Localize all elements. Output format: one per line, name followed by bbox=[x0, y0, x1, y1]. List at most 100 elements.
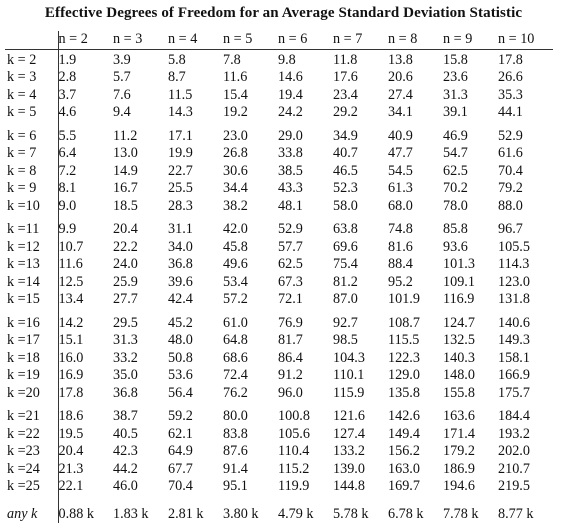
row-label: k =13 bbox=[5, 256, 58, 274]
row-label: k =22 bbox=[5, 426, 58, 444]
table-cell: 149.4 bbox=[388, 426, 443, 444]
table-cell: 202.0 bbox=[498, 443, 553, 461]
table-cell: 12.5 bbox=[58, 274, 113, 292]
table-cell: 8.7 bbox=[168, 69, 223, 87]
header-row: n = 2 n = 3 n = 4 n = 5 n = 6 n = 7 n = … bbox=[5, 31, 553, 49]
table-cell: 144.8 bbox=[333, 478, 388, 496]
table-cell: 29.0 bbox=[278, 122, 333, 146]
table-cell: 133.2 bbox=[333, 443, 388, 461]
table-cell: 26.8 bbox=[223, 145, 278, 163]
table-cell: 9.8 bbox=[278, 49, 333, 69]
row-label: k =12 bbox=[5, 239, 58, 257]
table-cell: 38.7 bbox=[113, 402, 168, 426]
table-cell: 4.79 k bbox=[278, 496, 333, 523]
table-cell: 115.5 bbox=[388, 332, 443, 350]
row-label: k =23 bbox=[5, 443, 58, 461]
table-cell: 92.7 bbox=[333, 309, 388, 333]
table-cell: 93.6 bbox=[443, 239, 498, 257]
table-cell: 27.7 bbox=[113, 291, 168, 309]
table-cell: 23.0 bbox=[223, 122, 278, 146]
table-cell: 104.3 bbox=[333, 350, 388, 368]
table-cell: 140.6 bbox=[498, 309, 553, 333]
table-cell: 91.2 bbox=[278, 367, 333, 385]
table-cell: 78.0 bbox=[443, 198, 498, 216]
table-cell: 46.9 bbox=[443, 122, 498, 146]
table-cell: 171.4 bbox=[443, 426, 498, 444]
table-cell: 45.2 bbox=[168, 309, 223, 333]
table-cell: 13.4 bbox=[58, 291, 113, 309]
table-cell: 70.4 bbox=[498, 163, 553, 181]
row-label: k = 9 bbox=[5, 180, 58, 198]
table-cell: 87.6 bbox=[223, 443, 278, 461]
table-cell: 69.6 bbox=[333, 239, 388, 257]
table-cell: 39.6 bbox=[168, 274, 223, 292]
table-cell: 25.9 bbox=[113, 274, 168, 292]
table-cell: 163.0 bbox=[388, 461, 443, 479]
table-cell: 81.2 bbox=[333, 274, 388, 292]
column-header: n = 6 bbox=[278, 31, 333, 49]
table-cell: 101.3 bbox=[443, 256, 498, 274]
table-cell: 31.3 bbox=[443, 87, 498, 105]
table-cell: 16.9 bbox=[58, 367, 113, 385]
table-cell: 19.9 bbox=[168, 145, 223, 163]
table-cell: 31.1 bbox=[168, 215, 223, 239]
table-cell: 70.2 bbox=[443, 180, 498, 198]
table-cell: 76.2 bbox=[223, 385, 278, 403]
table-cell: 74.8 bbox=[388, 215, 443, 239]
table-cell: 81.6 bbox=[388, 239, 443, 257]
column-header: n = 9 bbox=[443, 31, 498, 49]
table-cell: 72.1 bbox=[278, 291, 333, 309]
table-cell: 46.0 bbox=[113, 478, 168, 496]
table-cell: 87.0 bbox=[333, 291, 388, 309]
table-cell: 184.4 bbox=[498, 402, 553, 426]
table-cell: 8.1 bbox=[58, 180, 113, 198]
table-cell: 11.2 bbox=[113, 122, 168, 146]
row-label: k =17 bbox=[5, 332, 58, 350]
table-cell: 29.2 bbox=[333, 104, 388, 122]
table-cell: 22.1 bbox=[58, 478, 113, 496]
table-cell: 2.81 k bbox=[168, 496, 223, 523]
row-label: k = 4 bbox=[5, 87, 58, 105]
table-cell: 40.7 bbox=[333, 145, 388, 163]
table-cell: 33.2 bbox=[113, 350, 168, 368]
table-cell: 17.6 bbox=[333, 69, 388, 87]
table-title: Effective Degrees of Freedom for an Aver… bbox=[0, 5, 567, 22]
row-label: k = 7 bbox=[5, 145, 58, 163]
table-cell: 169.7 bbox=[388, 478, 443, 496]
table-cell: 2.8 bbox=[58, 69, 113, 87]
table-cell: 58.0 bbox=[333, 198, 388, 216]
table-cell: 40.5 bbox=[113, 426, 168, 444]
table-cell: 42.4 bbox=[168, 291, 223, 309]
table-cell: 49.6 bbox=[223, 256, 278, 274]
table-cell: 19.5 bbox=[58, 426, 113, 444]
table-cell: 122.3 bbox=[388, 350, 443, 368]
table-cell: 62.5 bbox=[278, 256, 333, 274]
table-cell: 81.7 bbox=[278, 332, 333, 350]
table-cell: 13.8 bbox=[388, 49, 443, 69]
table-cell: 52.9 bbox=[278, 215, 333, 239]
table-cell: 33.8 bbox=[278, 145, 333, 163]
table-cell: 3.9 bbox=[113, 49, 168, 69]
table-cell: 70.4 bbox=[168, 478, 223, 496]
table-cell: 20.4 bbox=[113, 215, 168, 239]
table-cell: 14.2 bbox=[58, 309, 113, 333]
table-cell: 44.1 bbox=[498, 104, 553, 122]
table-cell: 110.1 bbox=[333, 367, 388, 385]
table-cell: 62.5 bbox=[443, 163, 498, 181]
table-cell: 61.0 bbox=[223, 309, 278, 333]
table-cell: 34.0 bbox=[168, 239, 223, 257]
table-cell: 158.1 bbox=[498, 350, 553, 368]
table-cell: 31.3 bbox=[113, 332, 168, 350]
